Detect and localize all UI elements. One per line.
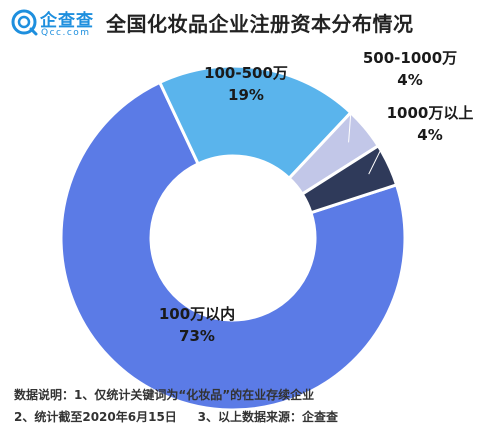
qcc-logo: 企查查 Qcc.com — [10, 6, 94, 40]
slice-value-3: 4% — [397, 71, 422, 89]
logo-name: 企查查 — [40, 11, 94, 31]
slice-1 — [59, 80, 407, 412]
chart-title: 全国化妆品企业注册资本分布情况 — [106, 12, 414, 36]
slice-label-4: 1000万以上 — [387, 104, 474, 122]
logo-domain: Qcc.com — [41, 28, 91, 38]
slice-value-1: 73% — [179, 327, 215, 345]
note-line-1: 数据说明：1、仅统计关键词为“化妆品”的在业存续企业 — [14, 388, 315, 402]
note-line-2: 2、统计截至2020年6月15日 3、以上数据来源：企查查 — [14, 410, 339, 424]
slice-4 — [300, 143, 399, 215]
leader-line-4 — [368, 120, 396, 175]
notes: 数据说明：1、仅统计关键词为“化妆品”的在业存续企业 2、统计截至2020年6月… — [14, 384, 338, 428]
leader-line-3 — [348, 69, 355, 143]
slice-value-2: 19% — [228, 86, 264, 104]
qcc-logo-icon — [11, 9, 38, 36]
slice-label-2: 100-500万 — [204, 64, 288, 82]
slice-2 — [157, 64, 353, 181]
slice-label-1: 100万以内 — [159, 305, 235, 323]
slice-label-3: 500-1000万 — [363, 49, 457, 67]
slice-value-4: 4% — [417, 126, 442, 144]
